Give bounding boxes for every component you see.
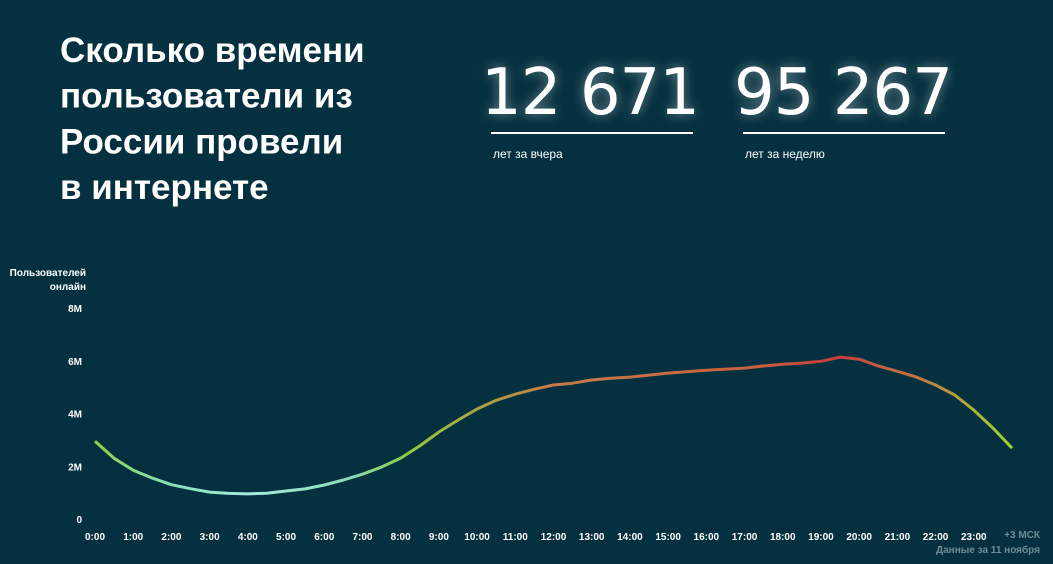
x-tick-label: 10:00 [464, 532, 490, 543]
x-tick-label: 6:00 [314, 532, 334, 543]
x-tick-label: 23:00 [961, 532, 987, 543]
title-line: в интернете [60, 168, 269, 207]
x-tick-label: 7:00 [352, 532, 372, 543]
x-tick-label: 9:00 [429, 532, 449, 543]
x-tick-label: 11:00 [503, 532, 528, 543]
x-tick-label: 17:00 [732, 532, 758, 543]
timezone-note: +3 МСК [1004, 530, 1041, 541]
x-tick-label: 19:00 [808, 532, 834, 543]
stat-label: лет за вчера [493, 147, 563, 161]
y-axis-label: Пользователей [10, 268, 86, 279]
title: Сколько времени пользователи из России про… [60, 31, 365, 207]
x-tick-label: 5:00 [276, 532, 296, 543]
x-tick-label: 21:00 [885, 532, 911, 543]
x-tick-label: 3:00 [200, 532, 220, 543]
x-tick-label: 0:00 [85, 532, 105, 543]
stat-label: лет за неделю [745, 147, 825, 161]
x-tick-label: 18:00 [770, 532, 796, 543]
y-tick-label: 6M [68, 357, 82, 368]
x-tick-label: 22:00 [923, 532, 949, 543]
y-tick-label: 0 [76, 515, 82, 526]
line [93, 355, 1014, 496]
y-tick-label: 2M [68, 462, 82, 473]
x-tick-label: 4:00 [238, 532, 258, 543]
x-tick-label: 2:00 [161, 532, 181, 543]
date-note: Данные за 11 ноября [936, 544, 1040, 556]
x-tick-label: 20:00 [846, 532, 872, 543]
stat-value: 12 671 [481, 56, 699, 130]
x-tick-label: 14:00 [617, 532, 643, 543]
x-tick-label: 13:00 [579, 532, 605, 543]
x-tick-label: 1:00 [123, 532, 143, 543]
title-line: России провели [60, 122, 343, 161]
title-line: пользователи из [60, 77, 353, 116]
x-tick-label: 15:00 [655, 532, 681, 543]
title-line: Сколько времени [60, 31, 365, 70]
y-tick-label: 4M [68, 410, 82, 421]
y-tick-label: 8M [68, 304, 82, 315]
x-tick-label: 8:00 [391, 532, 411, 543]
stat-value: 95 267 [734, 56, 952, 130]
y-axis-label: онлайн [50, 282, 86, 293]
x-tick-label: 16:00 [694, 532, 720, 543]
x-tick-label: 12:00 [541, 532, 567, 543]
